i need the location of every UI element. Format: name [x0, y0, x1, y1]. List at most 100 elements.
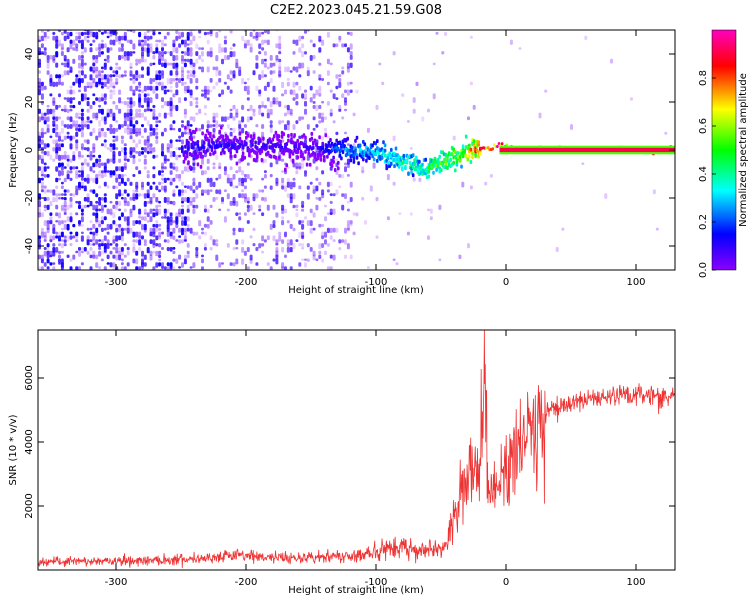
- heatmap-cell: [275, 250, 279, 258]
- heatmap-cell: [169, 70, 173, 76]
- heatmap-cell: [332, 208, 336, 215]
- heatmap-cell: [192, 189, 196, 194]
- heatmap-cell: [366, 127, 370, 133]
- heatmap-cell: [166, 89, 170, 93]
- heatmap-cell: [152, 89, 156, 94]
- heatmap-cell: [258, 104, 262, 109]
- heatmap-cell: [83, 74, 87, 79]
- heatmap-cell: [243, 212, 247, 216]
- heatmap-ridge-cell: [190, 137, 193, 142]
- heatmap-cell: [75, 185, 79, 190]
- heatmap-cell: [266, 97, 270, 102]
- heatmap-ridge-cell: [393, 164, 396, 169]
- heatmap-ridge-cell: [185, 154, 189, 159]
- heatmap-cell: [38, 135, 41, 142]
- heatmap-cell: [183, 85, 187, 91]
- heatmap-cell: [161, 47, 164, 52]
- heatmap-cell: [289, 108, 293, 115]
- heatmap-cell: [238, 227, 242, 233]
- heatmap-cell: [295, 204, 299, 208]
- heatmap-cell: [112, 151, 116, 157]
- heatmap-cell: [232, 247, 236, 251]
- heatmap-cell: [243, 177, 247, 183]
- heatmap-cell: [149, 143, 153, 147]
- heatmap-cell: [75, 120, 79, 126]
- heatmap-cell: [118, 200, 122, 206]
- heatmap-cell: [149, 197, 153, 203]
- heatmap-cell: [195, 193, 199, 199]
- heatmap-cell: [183, 39, 187, 45]
- heatmap-cell: [106, 58, 110, 63]
- heatmap-cell: [284, 185, 287, 192]
- heatmap-cell: [58, 250, 61, 255]
- heatmap-cell: [329, 62, 333, 66]
- heatmap-cell: [261, 124, 265, 129]
- heatmap-cell: [98, 154, 102, 159]
- heatmap-cell: [186, 208, 190, 213]
- heatmap-cell: [246, 39, 250, 46]
- heatmap-cell: [467, 116, 470, 121]
- heatmap-cell: [158, 204, 162, 208]
- heatmap-cell: [95, 174, 99, 179]
- heatmap-cell: [132, 174, 136, 177]
- heatmap-cell: [238, 181, 242, 186]
- heatmap-x-tick-label: -300: [105, 277, 128, 288]
- heatmap-cell: [266, 66, 270, 70]
- heatmap-cell: [72, 154, 76, 161]
- heatmap-cell: [289, 112, 293, 117]
- colorbar-tick-label: 0.8: [698, 70, 709, 86]
- heatmap-cell: [138, 89, 142, 92]
- heatmap-cell: [126, 39, 130, 43]
- heatmap-cell: [212, 239, 216, 246]
- heatmap-cell: [143, 223, 147, 231]
- heatmap-cell: [364, 220, 367, 225]
- heatmap-cell: [201, 47, 204, 50]
- heatmap-cell: [209, 30, 213, 35]
- heatmap-cell: [172, 193, 176, 197]
- heatmap-cell: [89, 254, 93, 259]
- heatmap-cell: [269, 127, 273, 133]
- heatmap-cell: [346, 220, 350, 225]
- heatmap-cell: [243, 174, 247, 178]
- heatmap-cell: [80, 154, 84, 158]
- heatmap-cell: [489, 174, 493, 178]
- heatmap-cell: [206, 166, 210, 171]
- heatmap-cell: [349, 220, 353, 225]
- heatmap-cell: [120, 212, 124, 217]
- heatmap-cell: [58, 74, 61, 79]
- heatmap-cell: [129, 154, 133, 158]
- heatmap-cell: [143, 158, 147, 165]
- heatmap-cell: [172, 104, 176, 110]
- heatmap-cell: [278, 151, 282, 156]
- heatmap-cell: [329, 235, 333, 240]
- heatmap-cell: [235, 247, 239, 250]
- heatmap-cell: [246, 116, 250, 123]
- heatmap-cell: [103, 266, 107, 270]
- heatmap-cell: [152, 85, 156, 90]
- heatmap-cell: [106, 112, 110, 118]
- heatmap-ridge-cell: [332, 159, 335, 164]
- heatmap-ridge-cell: [209, 152, 212, 157]
- heatmap-cell: [89, 66, 93, 72]
- heatmap-cell: [75, 212, 79, 216]
- heatmap-cell: [312, 104, 316, 109]
- heatmap-cell: [166, 223, 170, 230]
- heatmap-cell: [100, 250, 104, 255]
- heatmap-cell: [135, 120, 139, 125]
- heatmap-ridge-cell: [466, 157, 470, 162]
- heatmap-cell: [92, 81, 96, 88]
- heatmap-cell: [146, 247, 150, 254]
- heatmap-cell: [189, 116, 193, 121]
- heatmap-cell: [212, 127, 216, 133]
- heatmap-cell: [138, 216, 142, 219]
- heatmap-cell: [232, 43, 236, 47]
- heatmap-cell: [321, 258, 325, 263]
- heatmap-cell: [278, 43, 282, 50]
- heatmap-cell: [40, 212, 44, 218]
- heatmap-cell: [275, 43, 279, 49]
- heatmap-cell: [40, 51, 44, 54]
- heatmap-cell: [246, 139, 250, 143]
- heatmap-cell: [286, 81, 290, 87]
- heatmap-cell: [80, 147, 84, 151]
- heatmap-cell: [123, 162, 127, 168]
